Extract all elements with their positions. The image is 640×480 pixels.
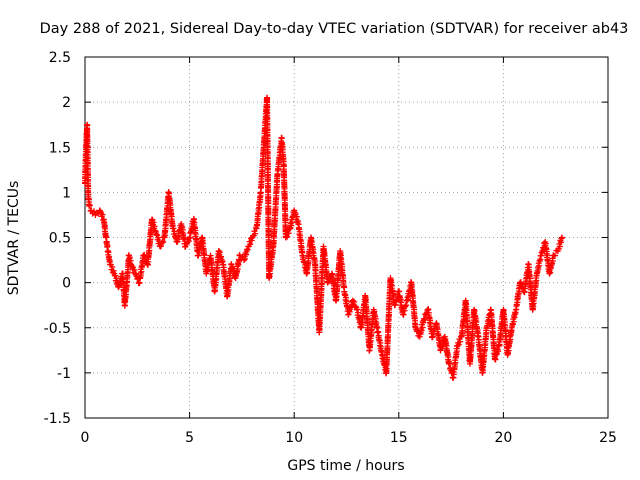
data-point (109, 263, 116, 270)
x-tick-label: 20 (494, 430, 512, 446)
x-axis-label: GPS time / hours (287, 458, 404, 474)
data-point (158, 243, 165, 250)
data-points (82, 94, 565, 381)
data-point (252, 230, 259, 237)
data-point (248, 237, 255, 244)
data-point (558, 234, 565, 241)
data-point (88, 207, 95, 214)
data-point (419, 324, 426, 331)
data-point (457, 338, 464, 345)
data-point (126, 254, 133, 261)
data-point (509, 321, 516, 328)
x-tick-label: 10 (285, 430, 303, 446)
data-point (495, 348, 502, 355)
data-point (348, 304, 355, 311)
data-point (110, 267, 117, 274)
data-point (159, 238, 166, 245)
y-tick-label: 2.5 (49, 50, 71, 66)
x-tick-label: 5 (185, 430, 194, 446)
data-point (284, 233, 291, 240)
axis-ticks: 0 5 10 15 20 25 -1.5 -1 -0.5 0 0.5 1 1.5 2 2.5 (44, 50, 617, 446)
data-point (99, 211, 106, 218)
data-point (131, 266, 138, 273)
data-point (354, 306, 361, 313)
data-point (549, 260, 556, 267)
data-point (535, 266, 542, 273)
data-point (355, 309, 362, 316)
data-point (86, 202, 93, 209)
data-point (517, 279, 524, 286)
x-tick-label: 15 (390, 430, 408, 446)
data-point (547, 269, 554, 276)
y-tick-label: 0.5 (49, 231, 71, 247)
y-tick-label: 1 (62, 185, 71, 201)
y-tick-label: 1.5 (49, 140, 71, 156)
data-point (113, 275, 120, 282)
data-point (454, 342, 461, 349)
y-tick-label: -1 (57, 366, 71, 382)
data-point (104, 242, 111, 249)
data-point (349, 297, 356, 304)
data-point (155, 234, 162, 241)
data-point (446, 360, 453, 367)
data-point (150, 219, 157, 226)
data-point (404, 296, 411, 303)
data-point (185, 237, 192, 244)
data-point (160, 239, 167, 246)
data-point (552, 252, 559, 259)
data-point (421, 316, 428, 323)
data-point (293, 213, 300, 220)
data-point (549, 258, 556, 265)
data-point (140, 252, 147, 259)
data-point (170, 225, 177, 232)
data-point (236, 252, 243, 259)
data-point (196, 249, 203, 256)
y-tick-label: 0 (62, 276, 71, 292)
data-point (195, 252, 202, 259)
data-point (282, 234, 289, 241)
data-point (429, 333, 436, 340)
data-point (418, 327, 425, 334)
data-point (536, 262, 543, 269)
data-point (86, 202, 93, 209)
data-point (400, 311, 407, 318)
data-point (247, 241, 254, 248)
y-tick-label: -1.5 (44, 411, 71, 427)
x-tick-label: 25 (599, 430, 617, 446)
data-point (242, 255, 249, 262)
data-point (285, 230, 292, 237)
data-point (292, 211, 299, 218)
data-point (510, 318, 517, 325)
data-point (556, 243, 563, 250)
data-point (379, 352, 386, 359)
y-axis-label: SDTVAR / TECUs (6, 181, 22, 296)
data-point (186, 234, 193, 241)
data-point (351, 298, 358, 305)
chart-title: Day 288 of 2021, Sidereal Day-to-day VTE… (40, 21, 629, 37)
data-point (455, 341, 462, 348)
x-tick-label: 0 (81, 430, 90, 446)
y-tick-label: -0.5 (44, 321, 71, 337)
data-point (216, 249, 223, 256)
data-point (175, 236, 182, 243)
data-point (288, 222, 295, 229)
y-tick-label: 2 (62, 95, 71, 111)
data-point (453, 348, 460, 355)
